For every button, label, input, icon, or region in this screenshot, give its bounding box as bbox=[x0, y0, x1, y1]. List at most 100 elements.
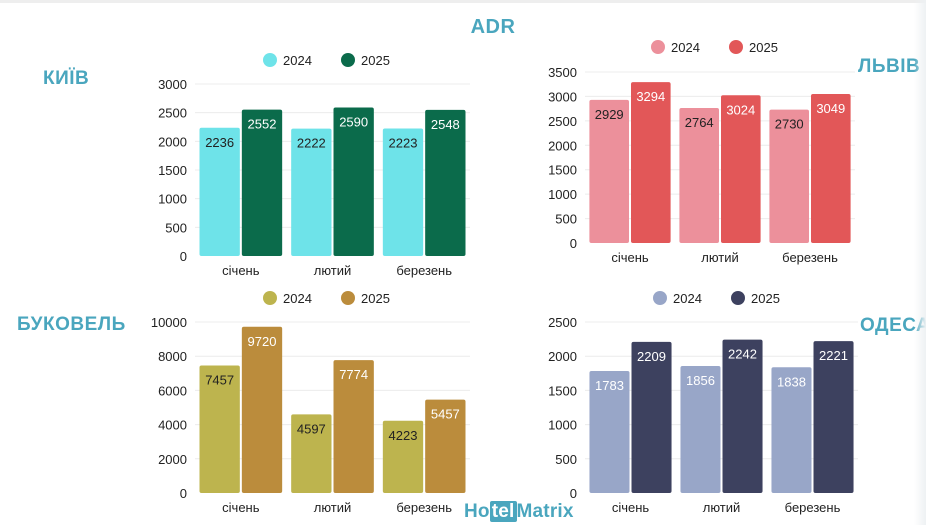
data-label: 4223 bbox=[389, 428, 418, 443]
y-tick-label: 3000 bbox=[158, 77, 187, 92]
data-label: 5457 bbox=[431, 407, 460, 422]
city-title-lviv: ЛЬВІВ bbox=[858, 56, 921, 77]
bar-2025-січень bbox=[631, 82, 671, 243]
y-tick-label: 2500 bbox=[548, 114, 577, 129]
bar-2024-березень bbox=[382, 128, 424, 256]
y-tick-label: 1500 bbox=[548, 383, 577, 398]
y-tick-label: 0 bbox=[180, 486, 187, 501]
bar-2024-лютий bbox=[291, 128, 332, 256]
legend-label: 2025 bbox=[361, 53, 390, 68]
data-label: 2209 bbox=[637, 349, 666, 364]
data-label: 1856 bbox=[686, 373, 715, 388]
bar-2025-лютий bbox=[333, 107, 374, 256]
data-label: 4597 bbox=[297, 421, 326, 436]
x-tick-label: березень bbox=[785, 500, 841, 515]
legend-marker bbox=[263, 291, 277, 305]
bar-2025-березень bbox=[425, 109, 466, 256]
y-tick-label: 1000 bbox=[548, 187, 577, 202]
data-label: 2552 bbox=[248, 117, 277, 132]
x-tick-label: лютий bbox=[314, 263, 352, 278]
bar-2025-лютий bbox=[333, 360, 374, 493]
brand-part2: tel bbox=[489, 501, 517, 522]
y-tick-label: 3500 bbox=[548, 65, 577, 80]
data-label: 7457 bbox=[205, 372, 234, 387]
page-title: ADR bbox=[470, 16, 516, 38]
y-tick-label: 500 bbox=[555, 212, 577, 227]
data-label: 2242 bbox=[728, 347, 757, 362]
legend-marker bbox=[651, 40, 665, 54]
data-label: 1838 bbox=[777, 374, 806, 389]
data-label: 2590 bbox=[339, 115, 368, 130]
legend-label: 2025 bbox=[751, 291, 780, 306]
city-title-bukovel: БУКОВЕЛЬ bbox=[17, 314, 126, 335]
legend-marker bbox=[341, 291, 355, 305]
y-tick-label: 3000 bbox=[548, 89, 577, 104]
y-tick-label: 6000 bbox=[158, 383, 187, 398]
city-title-odesa: ОДЕСА bbox=[860, 315, 926, 336]
x-tick-label: січень bbox=[222, 500, 260, 515]
x-tick-label: березень bbox=[396, 263, 452, 278]
legend-label: 2024 bbox=[283, 53, 312, 68]
legend-marker bbox=[731, 291, 745, 305]
data-label: 2548 bbox=[431, 117, 460, 132]
bar-2025-січень bbox=[241, 326, 283, 493]
y-tick-label: 2000 bbox=[158, 134, 187, 149]
x-tick-label: січень bbox=[612, 500, 650, 515]
bar-2025-березень bbox=[425, 399, 466, 493]
bar-2024-березень bbox=[771, 367, 812, 493]
bar-2025-березень bbox=[811, 94, 851, 243]
bar-2024-лютий bbox=[680, 366, 721, 493]
bar-2024-березень bbox=[769, 109, 809, 244]
bar-2024-січень bbox=[199, 365, 240, 493]
x-tick-label: лютий bbox=[701, 250, 739, 265]
data-label: 2236 bbox=[205, 135, 234, 150]
y-tick-label: 0 bbox=[570, 236, 577, 251]
legend-label: 2024 bbox=[671, 40, 700, 55]
bar-2024-січень bbox=[589, 371, 630, 493]
bar-2025-березень bbox=[813, 341, 854, 493]
legend-label: 2024 bbox=[673, 291, 702, 306]
bar-2024-січень bbox=[199, 127, 240, 256]
y-tick-label: 2500 bbox=[158, 106, 187, 121]
x-tick-label: лютий bbox=[314, 500, 352, 515]
data-label: 1783 bbox=[595, 378, 624, 393]
y-tick-label: 8000 bbox=[158, 349, 187, 364]
brand-part3: Matrix bbox=[516, 501, 574, 522]
x-tick-label: січень bbox=[222, 263, 260, 278]
y-tick-label: 4000 bbox=[158, 418, 187, 433]
y-tick-label: 0 bbox=[180, 249, 187, 264]
bar-2025-січень bbox=[631, 341, 672, 493]
y-tick-label: 2500 bbox=[548, 315, 577, 330]
y-tick-label: 2000 bbox=[548, 138, 577, 153]
legend-marker bbox=[263, 53, 277, 67]
x-tick-label: січень bbox=[611, 250, 649, 265]
x-tick-label: березень bbox=[396, 500, 452, 515]
brand-part1: Ho bbox=[464, 501, 490, 522]
bar-2025-лютий bbox=[721, 95, 761, 243]
data-label: 2223 bbox=[389, 136, 418, 151]
y-tick-label: 1000 bbox=[548, 418, 577, 433]
data-label: 9720 bbox=[248, 334, 277, 349]
data-label: 3294 bbox=[636, 89, 665, 104]
x-tick-label: березень bbox=[782, 250, 838, 265]
data-label: 2221 bbox=[819, 348, 848, 363]
city-title-kyiv: КИЇВ bbox=[43, 68, 90, 89]
top-divider bbox=[0, 0, 926, 3]
bar-2025-лютий bbox=[722, 339, 763, 493]
y-tick-label: 1000 bbox=[158, 192, 187, 207]
legend-label: 2025 bbox=[361, 291, 390, 306]
bar-2025-січень bbox=[241, 109, 283, 256]
bar-2024-березень bbox=[382, 420, 424, 493]
legend-marker bbox=[341, 53, 355, 67]
legend-label: 2024 bbox=[283, 291, 312, 306]
y-tick-label: 1500 bbox=[548, 163, 577, 178]
y-tick-label: 2000 bbox=[158, 452, 187, 467]
bar-2024-лютий bbox=[291, 414, 332, 493]
data-label: 3049 bbox=[816, 101, 845, 116]
data-label: 2764 bbox=[685, 115, 714, 130]
data-label: 2929 bbox=[595, 107, 624, 122]
